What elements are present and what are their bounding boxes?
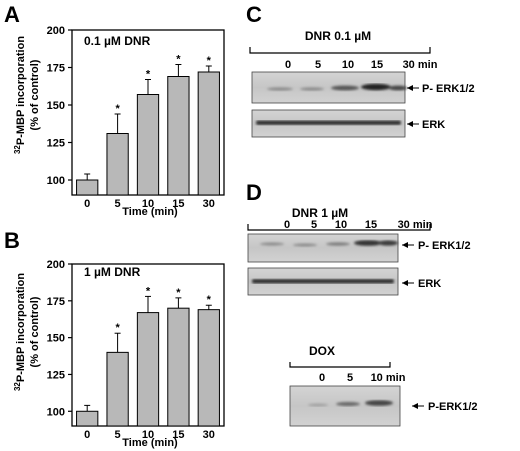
blot-dox-header: DOX xyxy=(309,344,335,358)
blot-c-time-30: 30 min xyxy=(403,59,438,71)
blot-d-arrowhead-erk xyxy=(402,280,408,286)
chart-b-ytick-label: 175 xyxy=(47,296,65,308)
chart-a-ytick-label: 175 xyxy=(47,63,65,75)
panel-label-c: C xyxy=(246,2,262,27)
chart-b: 32P-MBP incorporation (% of control) Tim… xyxy=(13,259,225,449)
chart-a-xtick-label: 10 xyxy=(142,198,154,210)
chart-a-xtick-label: 15 xyxy=(172,198,184,210)
chart-a-bar xyxy=(167,76,190,196)
chart-b-xtick-label: 10 xyxy=(142,429,154,441)
chart-a-bar xyxy=(197,71,220,196)
chart-b-significance-mark: * xyxy=(176,287,181,299)
blot-dox-bracket xyxy=(289,362,391,368)
chart-a-significance-mark: * xyxy=(176,54,181,66)
blot-d-perk-strip xyxy=(247,233,399,263)
chart-b-significance-mark: * xyxy=(115,322,120,334)
chart-b-xlabel: Time (min) xyxy=(122,437,178,449)
chart-b-xtick-label: 30 xyxy=(203,429,215,441)
blot-c-time-15: 15 xyxy=(371,59,383,71)
blot-c-time-10: 10 xyxy=(342,59,354,71)
blot-d-time-30: 30 min xyxy=(398,219,433,231)
chart-b-ytick-label: 125 xyxy=(47,369,65,381)
chart-b-ytick-label: 100 xyxy=(47,406,65,418)
blot-dox-time-0: 0 xyxy=(319,372,325,384)
chart-a-xtick-label: 0 xyxy=(84,198,90,210)
chart-a-ytick-label: 150 xyxy=(47,100,65,112)
blot-d-erk-bands xyxy=(252,279,394,284)
blot-d-arrowhead-perk xyxy=(402,242,408,248)
chart-b-xtick-label: 5 xyxy=(115,429,121,441)
blot-d-time-10: 10 xyxy=(335,219,347,231)
chart-a-significance-mark: * xyxy=(115,103,120,115)
chart-a-significance-mark: * xyxy=(146,69,151,81)
chart-a-xlabel: Time (min) xyxy=(122,206,178,218)
chart-a-ytick-label: 125 xyxy=(47,138,65,150)
chart-a-xtick-label: 30 xyxy=(203,198,215,210)
chart-a-ytick-label: 100 xyxy=(47,175,65,187)
chart-a: 32P-MBP incorporation (% of control) Tim… xyxy=(13,25,225,218)
panel-label-d: D xyxy=(246,180,262,205)
chart-a-significance-mark: * xyxy=(207,55,212,67)
blot-c-bracket xyxy=(249,47,431,54)
panel-label-b: B xyxy=(4,228,20,253)
blot-d-time-15: 15 xyxy=(365,219,377,231)
blot-c-erk-bands xyxy=(256,120,401,125)
panel-label-a: A xyxy=(4,2,20,27)
chart-a-bar xyxy=(106,133,129,196)
blot-dox-row-perk: P-ERK1/2 xyxy=(428,401,478,413)
blot-d-perk-bands xyxy=(260,240,398,247)
blot-d-row-perk: P- ERK1/2 xyxy=(418,240,471,252)
chart-a-ytick-label: 200 xyxy=(47,25,65,37)
chart-a-xtick-label: 5 xyxy=(115,198,121,210)
blot-dox-arrowhead-perk xyxy=(412,403,418,409)
blot-dox-perk-strip xyxy=(289,385,401,427)
chart-b-bar xyxy=(136,312,160,427)
western-blot-dox: DOX 0 5 10 min P-ERK1/2 xyxy=(289,344,478,427)
chart-a-bar xyxy=(76,179,99,196)
chart-b-ytick-label: 200 xyxy=(47,259,65,271)
blot-c-perk-bands xyxy=(267,83,407,91)
blot-c-time-5: 5 xyxy=(315,59,321,71)
blot-d-time-5: 5 xyxy=(311,219,317,231)
chart-b-ylabel-line1: 32P-MBP incorporation xyxy=(13,273,27,391)
chart-b-xtick-label: 15 xyxy=(172,429,184,441)
chart-b-bar xyxy=(167,307,190,427)
chart-b-xtick-label: 0 xyxy=(84,429,90,441)
blot-d-header: DNR 1 µM xyxy=(292,206,348,220)
blot-c-header: DNR 0.1 µM xyxy=(305,29,371,43)
chart-b-bar xyxy=(197,309,220,427)
chart-b-ylabel-line2: (% of control) xyxy=(29,296,41,367)
western-blot-c: DNR 0.1 µM 0 5 10 15 30 min P- ERK1/2 ER… xyxy=(249,29,475,138)
chart-a-ylabel-line2: (% of control) xyxy=(29,59,41,130)
chart-a-title: 0.1 µM DNR xyxy=(84,34,151,48)
blot-dox-perk-bands xyxy=(308,400,393,407)
chart-b-significance-mark: * xyxy=(146,285,151,297)
blot-dox-time-5: 5 xyxy=(347,372,353,384)
chart-b-significance-mark: * xyxy=(207,294,212,306)
blot-c-row-perk: P- ERK1/2 xyxy=(422,83,475,95)
blot-c-arrowhead-erk xyxy=(407,121,413,127)
blot-c-row-erk: ERK xyxy=(422,119,445,131)
chart-a-ylabel-line1: 32P-MBP incorporation xyxy=(13,36,27,154)
chart-a-bar xyxy=(136,94,160,196)
blot-d-bracket xyxy=(247,224,431,231)
western-blot-d: DNR 1 µM 0 5 10 15 30 min P- ERK1/2 ERK xyxy=(247,206,471,296)
blot-d-time-0: 0 xyxy=(284,219,290,231)
chart-b-bar xyxy=(76,410,99,427)
chart-b-title: 1 µM DNR xyxy=(84,265,141,279)
blot-c-time-0: 0 xyxy=(285,59,291,71)
blot-d-row-erk: ERK xyxy=(418,278,441,290)
chart-b-ytick-label: 150 xyxy=(47,333,65,345)
blot-c-arrowhead-perk xyxy=(407,85,413,91)
chart-b-bar xyxy=(106,351,129,427)
blot-dox-time-10: 10 min xyxy=(371,372,406,384)
